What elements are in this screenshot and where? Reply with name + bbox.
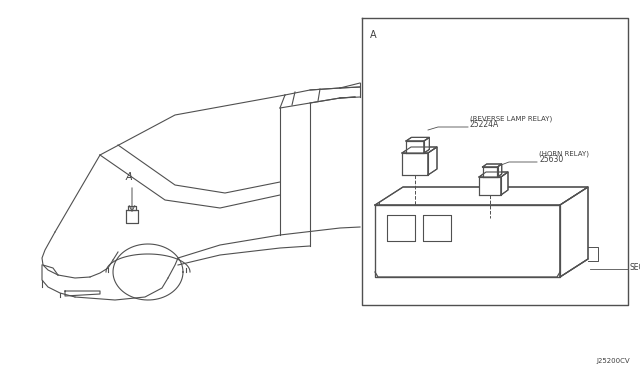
Polygon shape [497, 164, 502, 177]
Text: A: A [125, 172, 132, 182]
Polygon shape [483, 164, 502, 167]
Polygon shape [375, 205, 560, 277]
Polygon shape [402, 153, 428, 175]
Polygon shape [423, 215, 451, 241]
Text: (HORN RELAY): (HORN RELAY) [539, 151, 589, 157]
Polygon shape [479, 172, 508, 177]
Polygon shape [126, 210, 138, 223]
Text: J25200CV: J25200CV [596, 358, 630, 364]
Text: 25630: 25630 [539, 155, 563, 164]
Text: 25224A: 25224A [470, 120, 499, 129]
Polygon shape [375, 187, 588, 205]
Text: SEC.240: SEC.240 [630, 263, 640, 272]
Text: (REVERSE LAMP RELAY): (REVERSE LAMP RELAY) [470, 115, 552, 122]
Polygon shape [479, 177, 501, 195]
Polygon shape [424, 137, 429, 153]
Polygon shape [387, 215, 415, 241]
Polygon shape [560, 187, 588, 277]
Polygon shape [402, 147, 437, 153]
Polygon shape [501, 172, 508, 195]
Polygon shape [483, 167, 497, 177]
Text: A: A [370, 30, 376, 40]
Polygon shape [428, 147, 437, 175]
Polygon shape [406, 141, 424, 153]
Polygon shape [128, 206, 136, 210]
Polygon shape [406, 137, 429, 141]
